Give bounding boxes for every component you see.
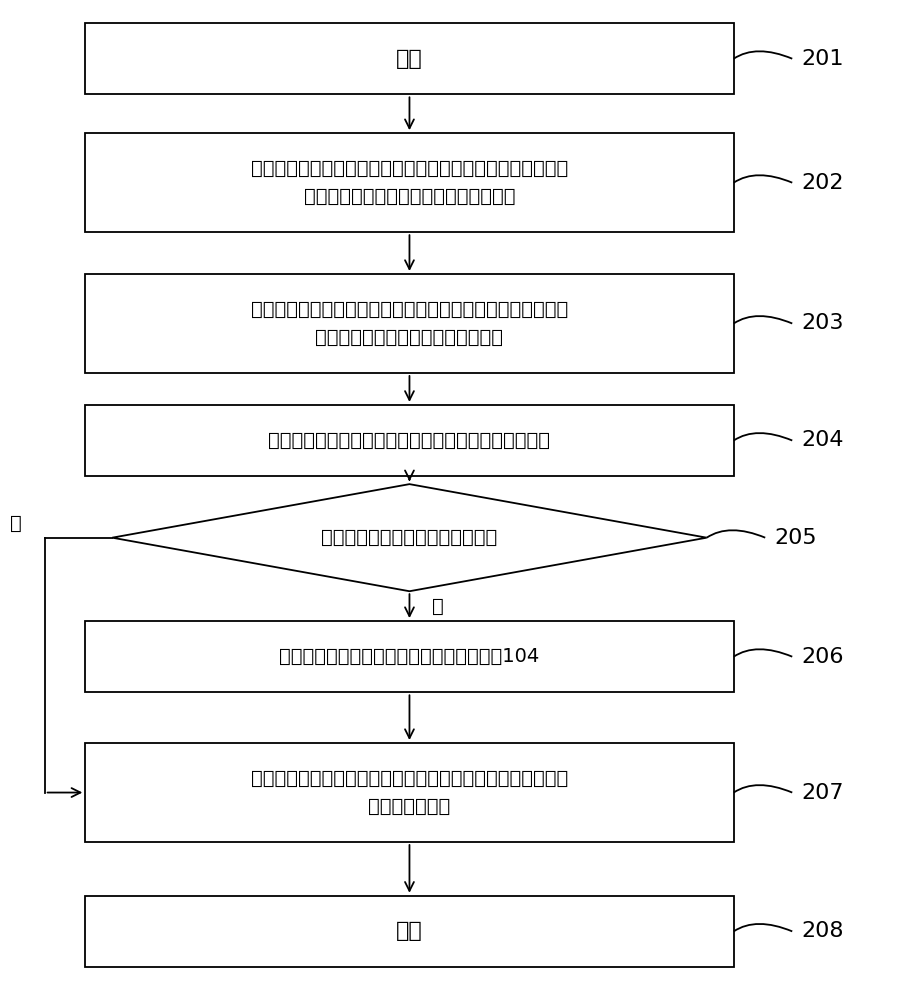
Bar [85, 896, 734, 967]
Text: 否: 否 [10, 514, 22, 533]
Text: 将所述聚合物盐水溶液模型盒子能量最小结构处于正则系综下
进行动力学计算: 将所述聚合物盐水溶液模型盒子能量最小结构处于正则系综下 进行动力学计算 [251, 769, 568, 816]
Text: 201: 201 [801, 49, 844, 69]
Bar [85, 405, 734, 476]
Bar [85, 743, 734, 842]
Text: 202: 202 [801, 173, 844, 193]
Text: 将所述盒子密度设为预设密度；并返回步骤104: 将所述盒子密度设为预设密度；并返回步骤104 [279, 647, 540, 666]
Text: 206: 206 [801, 647, 844, 667]
Text: 将所述聚合物盐水溶液模型盒子能量最小结构处于等温等压系
综下进行动力学计算，获取盒子密度: 将所述聚合物盐水溶液模型盒子能量最小结构处于等温等压系 综下进行动力学计算，获取… [251, 300, 568, 347]
Polygon shape [112, 484, 706, 591]
Text: 是: 是 [432, 597, 444, 616]
Text: 208: 208 [801, 921, 844, 941]
Text: 205: 205 [774, 528, 817, 548]
Bar [85, 621, 734, 692]
Text: 203: 203 [801, 313, 844, 333]
Bar [85, 274, 734, 373]
Text: 将所述盒子密度与所述预设密度进行对比，获取偏差值: 将所述盒子密度与所述预设密度进行对比，获取偏差值 [268, 431, 551, 450]
Text: 结束: 结束 [396, 921, 423, 941]
Bar [85, 133, 734, 232]
Text: 204: 204 [801, 430, 844, 450]
Text: 判断所述偏差值是否大于预设阈值: 判断所述偏差值是否大于预设阈值 [322, 528, 497, 547]
Text: 开始: 开始 [396, 49, 423, 69]
Bar [85, 23, 734, 94]
Text: 207: 207 [801, 783, 844, 803]
Text: 使所述聚合物盐水溶液模型盒子处于正则系综下进行退火，获
取聚合物盐水溶液模型盒子能量最小结构: 使所述聚合物盐水溶液模型盒子处于正则系综下进行退火，获 取聚合物盐水溶液模型盒子… [251, 159, 568, 206]
